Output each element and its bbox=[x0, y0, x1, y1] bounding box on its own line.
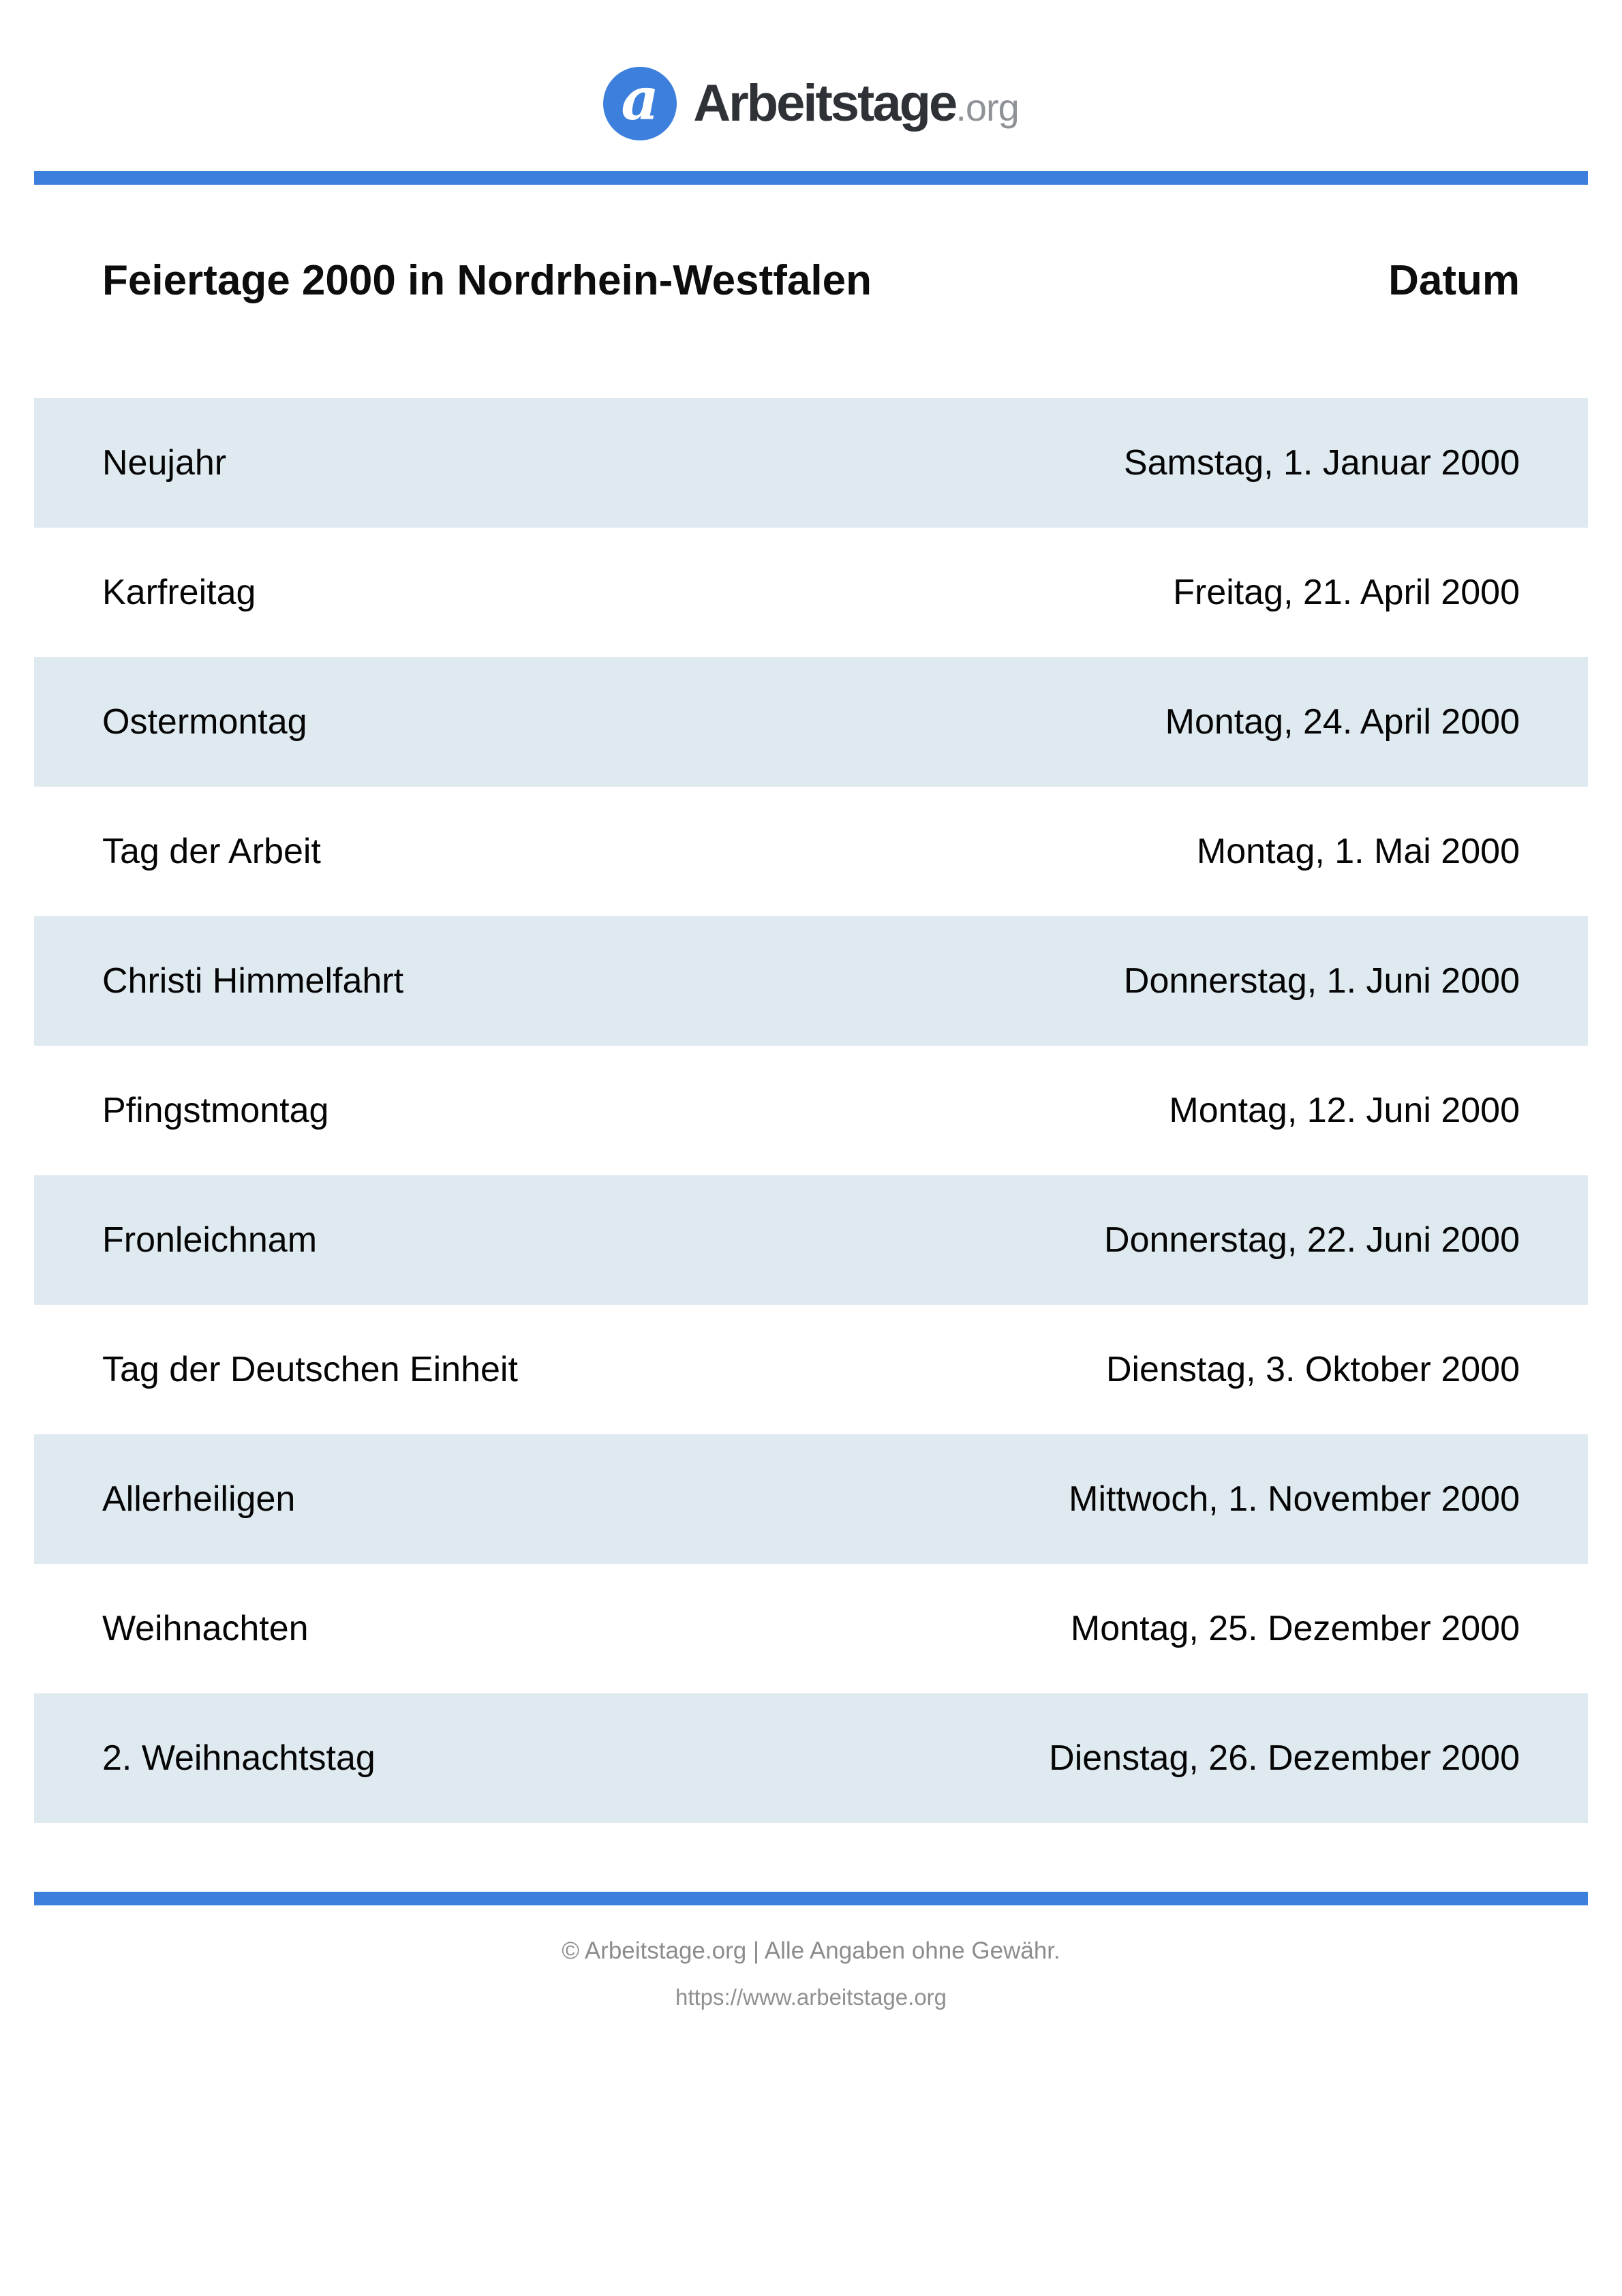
title-row: Feiertage 2000 in Nordrhein-Westfalen Da… bbox=[34, 256, 1588, 305]
page-title: Feiertage 2000 in Nordrhein-Westfalen bbox=[102, 257, 872, 304]
holiday-name: 2. Weihnachtstag bbox=[102, 1738, 376, 1779]
holiday-row: 2. Weihnachtstag Dienstag, 26. Dezember … bbox=[34, 1693, 1588, 1824]
holiday-date: Dienstag, 3. Oktober 2000 bbox=[1105, 1350, 1520, 1390]
holiday-name: Tag der Arbeit bbox=[102, 832, 321, 872]
holiday-row: Neujahr Samstag, 1. Januar 2000 bbox=[34, 398, 1588, 528]
holiday-row: Karfreitag Freitag, 21. April 2000 bbox=[34, 528, 1588, 657]
arbeitstage-logo: a Arbeitstage .org bbox=[603, 67, 1020, 140]
holiday-row: Ostermontag Montag, 24. April 2000 bbox=[34, 657, 1588, 787]
holiday-row: Tag der Arbeit Montag, 1. Mai 2000 bbox=[34, 787, 1588, 916]
holiday-name: Ostermontag bbox=[102, 702, 307, 742]
holiday-name: Fronleichnam bbox=[102, 1220, 318, 1260]
holiday-name: Pfingstmontag bbox=[102, 1091, 329, 1131]
holiday-row: Pfingstmontag Montag, 12. Juni 2000 bbox=[34, 1046, 1588, 1175]
holiday-row: Tag der Deutschen Einheit Dienstag, 3. O… bbox=[34, 1305, 1588, 1434]
header: a Arbeitstage .org bbox=[0, 0, 1622, 140]
logo-wordmark: Arbeitstage bbox=[693, 74, 958, 132]
logo-circle: a bbox=[603, 67, 677, 140]
holiday-date: Samstag, 1. Januar 2000 bbox=[1123, 443, 1520, 483]
holiday-row: Allerheiligen Mittwoch, 1. November 2000 bbox=[34, 1434, 1588, 1565]
holiday-date: Montag, 12. Juni 2000 bbox=[1169, 1091, 1520, 1131]
logo-tld: .org bbox=[955, 86, 1019, 129]
holiday-name: Weihnachten bbox=[102, 1609, 309, 1649]
holiday-date: Freitag, 21. April 2000 bbox=[1173, 573, 1520, 613]
holiday-name: Christi Himmelfahrt bbox=[102, 961, 404, 1001]
holiday-name: Allerheiligen bbox=[102, 1479, 296, 1520]
holiday-date: Montag, 24. April 2000 bbox=[1165, 702, 1520, 742]
holiday-date: Donnerstag, 22. Juni 2000 bbox=[1104, 1220, 1520, 1260]
holiday-date: Mittwoch, 1. November 2000 bbox=[1069, 1479, 1520, 1520]
header-divider-bar bbox=[34, 171, 1588, 185]
holiday-name: Karfreitag bbox=[102, 573, 256, 613]
logo-text: Arbeitstage .org bbox=[693, 74, 1020, 132]
holiday-name: Neujahr bbox=[102, 443, 227, 483]
holidays-table: Neujahr Samstag, 1. Januar 2000 Karfreit… bbox=[34, 398, 1588, 1824]
logo-a-icon: a bbox=[621, 65, 660, 134]
website-url[interactable]: https://www.arbeitstage.org bbox=[675, 1984, 947, 2010]
holiday-date: Montag, 25. Dezember 2000 bbox=[1070, 1609, 1520, 1649]
holiday-row: Weihnachten Montag, 25. Dezember 2000 bbox=[34, 1564, 1588, 1693]
copyright-text: © Arbeitstage.org | Alle Angaben ohne Ge… bbox=[562, 1937, 1060, 1965]
holiday-date: Montag, 1. Mai 2000 bbox=[1196, 832, 1520, 872]
date-column-header: Datum bbox=[1388, 257, 1520, 304]
holiday-row: Fronleichnam Donnerstag, 22. Juni 2000 bbox=[34, 1175, 1588, 1305]
footer: © Arbeitstage.org | Alle Angaben ohne Ge… bbox=[0, 1937, 1622, 2011]
holiday-date: Donnerstag, 1. Juni 2000 bbox=[1123, 961, 1520, 1001]
footer-divider-bar bbox=[34, 1892, 1588, 1906]
holiday-row: Christi Himmelfahrt Donnerstag, 1. Juni … bbox=[34, 916, 1588, 1046]
holiday-name: Tag der Deutschen Einheit bbox=[102, 1350, 518, 1390]
holiday-date: Dienstag, 26. Dezember 2000 bbox=[1049, 1738, 1520, 1779]
